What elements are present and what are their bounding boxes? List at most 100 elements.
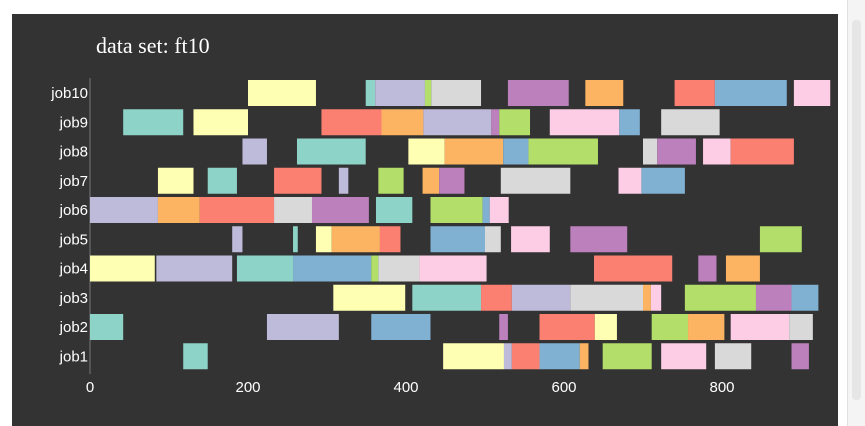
task-bar <box>619 109 640 136</box>
task-bar <box>293 255 372 282</box>
task-bar <box>242 138 267 165</box>
task-bar <box>315 226 332 253</box>
task-bar <box>378 167 404 194</box>
task-bar <box>481 284 512 311</box>
page-scrollbar[interactable] <box>847 0 865 426</box>
task-bar <box>157 167 194 194</box>
task-bar <box>684 284 756 311</box>
task-bar <box>539 314 595 340</box>
task-bar <box>431 80 482 106</box>
task-bar <box>193 109 248 136</box>
task-bar <box>570 284 643 311</box>
task-bar <box>657 138 696 165</box>
task-bar <box>528 138 598 165</box>
task-bar <box>503 343 512 370</box>
task-bar <box>651 314 689 340</box>
task-bar <box>674 80 715 106</box>
task-bar <box>594 314 617 340</box>
task-bar <box>232 226 243 253</box>
task-bar <box>643 138 658 165</box>
gantt-chart: job10job9job8job7job6job5job4job3job2job… <box>50 78 831 396</box>
x-tick-label: 400 <box>393 379 418 396</box>
task-bar <box>793 80 831 106</box>
task-bar <box>293 226 298 253</box>
task-bar <box>650 284 662 311</box>
task-bar <box>503 138 529 165</box>
task-bar <box>730 138 794 165</box>
task-bar <box>539 343 580 370</box>
y-tick-label: job4 <box>59 261 88 278</box>
task-bar <box>375 197 413 223</box>
task-bar <box>157 197 200 223</box>
task-bar <box>183 343 208 370</box>
task-bar <box>755 284 792 311</box>
task-bar <box>379 226 401 253</box>
task-bar <box>274 197 312 223</box>
task-bar <box>688 314 725 340</box>
x-tick-label: 0 <box>86 379 94 396</box>
task-bar <box>489 197 509 223</box>
task-bar <box>375 80 425 106</box>
task-bar <box>618 167 642 194</box>
task-bar <box>248 80 316 106</box>
task-bar <box>549 109 620 136</box>
task-bar <box>331 226 380 253</box>
task-bar <box>491 109 500 136</box>
chart-title: data set: ft10 <box>96 33 210 58</box>
y-tick-label: job7 <box>59 173 88 190</box>
task-bar <box>371 255 379 282</box>
task-bar <box>338 167 349 194</box>
task-bar <box>511 343 540 370</box>
task-bar <box>412 284 482 311</box>
task-bar <box>789 314 813 340</box>
y-tick-label: job9 <box>59 114 88 131</box>
task-bar <box>485 226 501 253</box>
task-bar <box>714 80 787 106</box>
task-bar <box>381 109 424 136</box>
task-bar <box>439 167 465 194</box>
task-bar <box>371 314 431 340</box>
task-bar <box>698 255 717 282</box>
task-bar <box>579 343 589 370</box>
task-bar <box>408 138 445 165</box>
y-tick-label: job8 <box>59 144 88 161</box>
task-bar <box>423 109 492 136</box>
task-bar <box>430 226 485 253</box>
y-tick-label: job3 <box>59 290 88 307</box>
task-bar <box>424 80 432 106</box>
task-bar <box>333 284 406 311</box>
task-bar <box>482 197 490 223</box>
task-bar <box>703 138 731 165</box>
task-bar <box>643 284 651 311</box>
x-tick-label: 200 <box>235 379 260 396</box>
task-bar <box>419 255 487 282</box>
y-tick-label: job2 <box>59 319 88 336</box>
x-tick-label: 800 <box>709 379 734 396</box>
task-bar <box>602 343 652 370</box>
task-bar <box>661 109 720 136</box>
task-bar <box>500 167 571 194</box>
task-bar <box>90 314 124 340</box>
task-bar <box>759 226 802 253</box>
task-bar <box>507 80 569 106</box>
task-bar <box>511 226 550 253</box>
task-bar <box>791 284 819 311</box>
scrollbar-thumb[interactable] <box>852 20 861 400</box>
task-bar <box>443 343 504 370</box>
x-tick-label: 600 <box>551 379 576 396</box>
task-bar <box>444 138 504 165</box>
task-bar <box>661 343 707 370</box>
task-bar <box>123 109 184 136</box>
chart-panel: data set: ft10 job10 job9 job8 job7 job6 job5… <box>12 14 838 426</box>
task-bar <box>199 197 275 223</box>
task-bar <box>321 109 382 136</box>
task-bar <box>311 197 369 223</box>
task-bar <box>730 314 790 340</box>
task-bar <box>207 167 237 194</box>
task-bar <box>499 109 531 136</box>
task-bar <box>236 255 294 282</box>
task-bar <box>90 197 158 223</box>
task-bar <box>791 343 809 370</box>
task-bar <box>266 314 339 340</box>
task-bar <box>90 255 155 282</box>
